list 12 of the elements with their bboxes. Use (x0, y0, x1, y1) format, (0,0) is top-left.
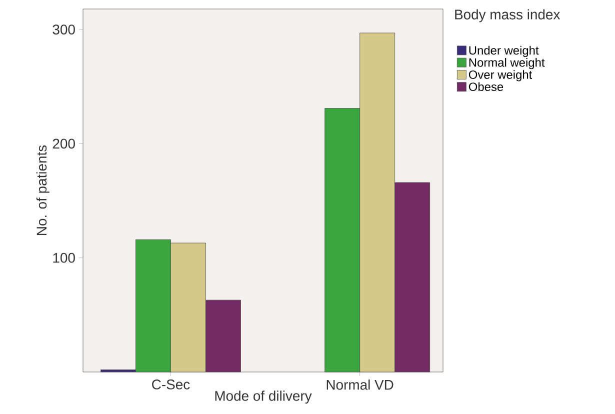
x-axis-title: Mode of dilivery (215, 390, 312, 404)
legend-label: Normal weight (469, 58, 545, 70)
x-tick-label: Normal VD (326, 380, 394, 390)
legend-label: Under weight (469, 46, 539, 57)
x-tick-label: C-Sec (152, 380, 190, 390)
legend-label: Obese (468, 82, 504, 92)
legend-title: Body mass index (455, 9, 560, 22)
y-tick-label: 300 (52, 24, 75, 34)
legend-label: Over weight (468, 70, 532, 82)
y-tick-label: 100 (53, 252, 75, 263)
y-axis-title: No. of patients (36, 145, 50, 235)
y-tick-label: 200 (52, 138, 75, 149)
